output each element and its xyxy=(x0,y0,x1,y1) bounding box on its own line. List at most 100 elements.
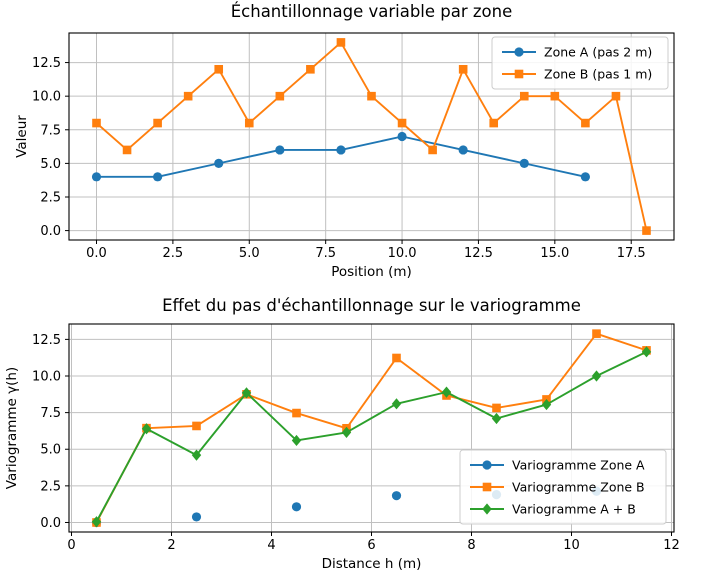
y-tick-label: 2.5 xyxy=(40,479,61,494)
square-marker xyxy=(611,91,621,101)
grid xyxy=(69,324,674,532)
y-axis-label: Valeur xyxy=(14,115,30,158)
circle-marker xyxy=(391,491,402,501)
x-tick-label: 8 xyxy=(467,538,475,553)
legend-label: Variogramme Zone A xyxy=(512,458,645,473)
square-marker xyxy=(550,91,560,101)
square-marker xyxy=(92,118,101,128)
square-marker xyxy=(244,118,254,128)
square-marker xyxy=(183,91,193,101)
diamond-marker xyxy=(391,398,402,410)
y-tick-label: 5.0 xyxy=(40,443,61,458)
square-marker xyxy=(492,403,501,413)
circle-marker xyxy=(458,145,468,155)
circle-marker xyxy=(275,145,285,155)
legend-entry-variogramme-a-b: Variogramme A + B xyxy=(470,502,636,517)
series-variogramme-a-b xyxy=(91,346,652,528)
circle-marker xyxy=(214,158,224,168)
diamond-marker xyxy=(591,370,602,382)
y-tick-label: 7.5 xyxy=(40,406,61,421)
square-marker xyxy=(292,408,301,418)
y-tick-label: 5.0 xyxy=(40,157,61,172)
diamond-marker xyxy=(491,412,502,425)
x-tick-label: 10.0 xyxy=(388,246,417,261)
legend-box xyxy=(459,449,667,525)
diamond-marker xyxy=(541,398,552,411)
top-chart: 0.0 2.5 5.0 7.5 10.0 12.5 15.0 17.5 0.0 2.5 5.0 7.5… xyxy=(14,2,675,280)
series-zone-a-pas-2-m xyxy=(91,131,590,182)
y-axis: 0.0 2.5 5.0 7.5 10.0 12.5 xyxy=(32,333,69,531)
square-marker xyxy=(489,118,499,128)
y-tick-label: 10.0 xyxy=(32,90,61,105)
y-tick-label: 12.5 xyxy=(32,56,61,71)
legend-label: Variogramme A + B xyxy=(512,502,636,517)
legend-label: Zone A (pas 2 m) xyxy=(544,45,652,60)
legend: Variogramme Zone A Variogramme Zone B Vari… xyxy=(459,449,667,525)
x-tick-label: 6 xyxy=(367,538,375,553)
x-tick-label: 4 xyxy=(267,538,275,553)
square-marker xyxy=(153,118,162,128)
circle-marker xyxy=(482,460,492,470)
circle-marker xyxy=(514,47,524,57)
circle-marker xyxy=(153,172,163,182)
legend-entry-variogramme-zone-b: Variogramme Zone B xyxy=(470,480,645,495)
square-marker xyxy=(367,91,376,101)
diamond-marker xyxy=(141,423,152,435)
x-tick-label: 2.5 xyxy=(163,246,184,261)
square-marker xyxy=(458,64,468,74)
x-tick-label: 10 xyxy=(563,538,580,553)
circle-marker xyxy=(291,502,302,512)
square-marker xyxy=(122,145,132,155)
x-tick-label: 5.0 xyxy=(239,246,260,261)
diamond-marker xyxy=(482,503,492,515)
x-axis-label: Position (m) xyxy=(331,264,412,280)
square-marker xyxy=(592,329,601,338)
square-marker xyxy=(581,118,590,128)
y-tick-label: 2.5 xyxy=(40,190,61,205)
x-tick-label: 17.5 xyxy=(617,246,646,261)
x-tick-label: 7.5 xyxy=(315,246,336,261)
y-tick-label: 7.5 xyxy=(40,123,61,138)
square-marker xyxy=(397,118,407,128)
diamond-marker xyxy=(641,346,652,358)
x-axis: 0.0 2.5 5.0 7.5 10.0 12.5 15.0 17.5 xyxy=(86,240,646,261)
circle-marker xyxy=(191,512,202,522)
circle-marker xyxy=(580,172,590,182)
x-axis: 0 2 4 6 8 10 12 xyxy=(67,532,680,553)
square-marker xyxy=(214,64,224,74)
series-line xyxy=(95,332,647,523)
circle-marker xyxy=(397,131,407,142)
square-marker xyxy=(428,145,437,155)
square-marker xyxy=(514,69,524,79)
x-tick-label: 12.5 xyxy=(464,246,493,261)
square-marker xyxy=(519,91,529,101)
legend-label: Variogramme Zone B xyxy=(512,480,645,495)
x-axis-label: Distance h (m) xyxy=(322,556,422,572)
y-tick-label: 0.0 xyxy=(40,516,61,531)
legend-entry-zone-a-pas-2-m: Zone A (pas 2 m) xyxy=(502,45,652,60)
series-line xyxy=(95,350,647,523)
chart-title: Effet du pas d'échantillonnage sur le va… xyxy=(162,296,581,315)
x-tick-label: 0.0 xyxy=(86,246,107,261)
square-marker xyxy=(482,482,492,492)
series-zone-b-pas-1-m xyxy=(92,38,651,235)
x-tick-label: 2 xyxy=(167,538,175,553)
square-marker xyxy=(392,353,401,363)
series-line xyxy=(96,135,586,178)
x-tick-label: 15.0 xyxy=(540,246,569,261)
bottom-chart: 0 2 4 6 8 10 12 0.0 2.5 5.0 7.5 10.0 12.5 Effet du pa… xyxy=(4,296,680,572)
square-marker xyxy=(306,64,315,74)
chart-title: Échantillonnage variable par zone xyxy=(231,2,513,21)
y-tick-label: 0.0 xyxy=(40,224,61,239)
y-axis-label: Variogramme γ(h) xyxy=(4,367,20,489)
square-marker xyxy=(275,91,285,101)
circle-marker xyxy=(91,172,102,182)
legend-box xyxy=(491,36,669,90)
x-tick-label: 0 xyxy=(67,538,75,553)
circle-marker xyxy=(519,158,529,168)
legend-label: Zone B (pas 1 m) xyxy=(544,67,652,82)
y-tick-label: 10.0 xyxy=(32,370,61,385)
y-tick-label: 12.5 xyxy=(32,333,61,348)
square-marker xyxy=(642,226,651,235)
